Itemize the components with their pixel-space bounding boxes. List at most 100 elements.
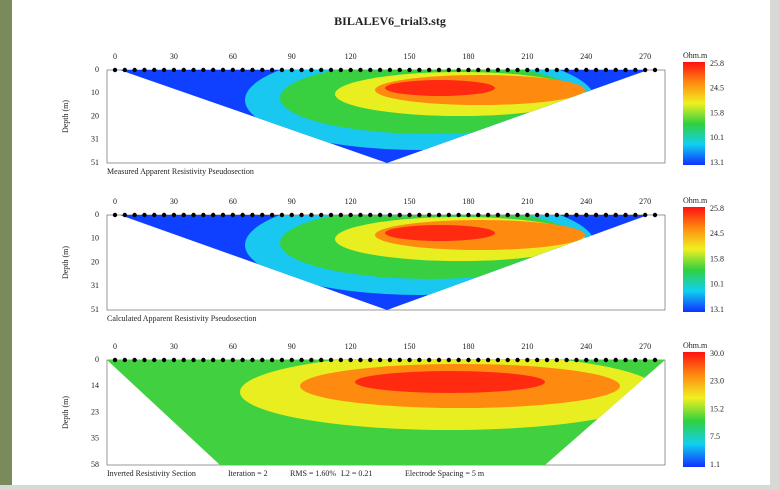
caption: Calculated Apparent Resistivity Pseudose… — [107, 314, 257, 323]
electrode — [545, 358, 549, 362]
electrode — [191, 358, 195, 362]
x-tick-label: 120 — [345, 52, 357, 61]
colorbar-tick-label: 10.1 — [710, 133, 724, 142]
electrode — [339, 68, 343, 72]
electrode — [466, 358, 470, 362]
electrode — [280, 213, 284, 217]
electrode — [378, 213, 382, 217]
electrode — [280, 68, 284, 72]
x-tick-label: 120 — [345, 197, 357, 206]
colorbar-tick-label: 24.5 — [710, 229, 724, 238]
electrode — [201, 213, 205, 217]
x-tick-label: 30 — [170, 197, 178, 206]
electrode — [564, 358, 568, 362]
electrode — [378, 68, 382, 72]
electrode — [623, 213, 627, 217]
electrode — [152, 358, 156, 362]
electrode — [339, 213, 343, 217]
electrode — [348, 358, 352, 362]
colorbar-title: Ohm.m — [683, 196, 708, 205]
electrode — [594, 213, 598, 217]
electrode — [191, 213, 195, 217]
x-tick-label: 30 — [170, 342, 178, 351]
colorbar-tick-label: 24.5 — [710, 84, 724, 93]
electrode — [486, 213, 490, 217]
electrode — [329, 213, 333, 217]
colorbar-title: Ohm.m — [683, 51, 708, 60]
electrode — [525, 213, 529, 217]
electrode — [113, 213, 117, 217]
electrode — [476, 213, 480, 217]
inversion-stat: Electrode Spacing = 5 m — [405, 469, 485, 478]
electrode — [407, 358, 411, 362]
electrode — [456, 68, 460, 72]
electrode — [211, 213, 215, 217]
electrode — [231, 213, 235, 217]
y-tick-label: 20 — [91, 111, 99, 120]
electrode — [427, 358, 431, 362]
y-tick-label: 35 — [91, 434, 99, 443]
electrode — [486, 358, 490, 362]
electrode — [172, 358, 176, 362]
electrode — [398, 358, 402, 362]
electrode — [231, 358, 235, 362]
electrode — [555, 68, 559, 72]
electrode — [182, 358, 186, 362]
electrode — [486, 68, 490, 72]
y-tick-label: 51 — [91, 158, 99, 167]
electrode — [437, 213, 441, 217]
electrode — [515, 68, 519, 72]
x-tick-label: 90 — [288, 197, 296, 206]
y-axis-label: Depth (m) — [61, 246, 70, 279]
electrode — [437, 68, 441, 72]
electrode — [515, 358, 519, 362]
inversion-stat: RMS = 1.60% — [290, 469, 336, 478]
electrode — [142, 68, 146, 72]
electrode — [172, 68, 176, 72]
x-tick-label: 240 — [580, 52, 592, 61]
electrode — [398, 213, 402, 217]
colorbar-tick-label: 15.8 — [710, 108, 724, 117]
electrode — [653, 213, 657, 217]
x-tick-label: 210 — [521, 197, 533, 206]
electrode — [299, 213, 303, 217]
electrode — [113, 358, 117, 362]
y-axis-label: Depth (m) — [61, 100, 70, 133]
electrode — [555, 213, 559, 217]
electrode — [545, 68, 549, 72]
electrode — [329, 68, 333, 72]
x-tick-label: 150 — [404, 197, 416, 206]
electrode — [221, 213, 225, 217]
x-tick-label: 150 — [404, 342, 416, 351]
figure: BILALEV6_trial3.stg 03060901201501802102… — [0, 0, 779, 485]
x-tick-label: 90 — [288, 342, 296, 351]
colorbar-tick-label: 13.1 — [710, 158, 724, 167]
y-tick-label: 0 — [95, 355, 99, 364]
electrode — [348, 68, 352, 72]
y-tick-label: 31 — [91, 281, 99, 290]
electrode — [456, 213, 460, 217]
electrode — [231, 68, 235, 72]
electrode — [309, 358, 313, 362]
x-tick-label: 180 — [462, 342, 474, 351]
contour — [355, 371, 545, 393]
x-tick-label: 0 — [113, 52, 117, 61]
electrode — [319, 68, 323, 72]
electrode — [574, 358, 578, 362]
electrode — [290, 358, 294, 362]
page: BILALEV6_trial3.stg 03060901201501802102… — [0, 0, 779, 485]
x-tick-label: 150 — [404, 52, 416, 61]
y-tick-label: 0 — [95, 210, 99, 219]
electrode — [496, 68, 500, 72]
electrode — [496, 213, 500, 217]
electrode — [633, 213, 637, 217]
photo-edge — [0, 0, 12, 485]
electrode — [545, 213, 549, 217]
electrode — [358, 213, 362, 217]
electrode — [309, 213, 313, 217]
electrode — [506, 213, 510, 217]
electrode — [221, 358, 225, 362]
electrode — [299, 358, 303, 362]
electrode — [466, 213, 470, 217]
